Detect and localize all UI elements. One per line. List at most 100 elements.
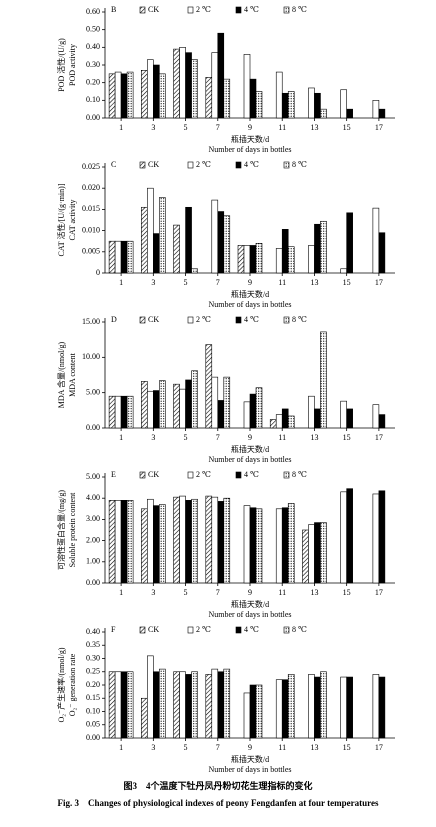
bar <box>372 207 380 274</box>
legend-label: 2 ℃ <box>196 160 211 169</box>
bar <box>237 245 245 274</box>
bar <box>320 108 327 119</box>
legend-label: 2 ℃ <box>196 315 211 324</box>
bar <box>141 70 148 119</box>
y-tick-label: 0.25 <box>86 667 100 676</box>
bar <box>159 668 166 739</box>
x-tick-label: 13 <box>310 278 318 287</box>
bar <box>191 59 198 119</box>
bar <box>191 268 198 274</box>
bar <box>378 414 386 429</box>
x-tick-label: 17 <box>375 588 383 597</box>
bar <box>153 505 160 584</box>
bar <box>308 87 315 119</box>
bar <box>255 508 263 584</box>
bar <box>314 522 321 584</box>
bar <box>205 344 213 429</box>
bar <box>191 671 198 739</box>
bar <box>179 495 186 584</box>
y-tick-label: 0.005 <box>82 247 100 256</box>
x-tick-label: 9 <box>248 743 252 752</box>
bar <box>153 233 160 274</box>
legend-swatch <box>235 316 242 324</box>
y-title-en: Soluble protein content <box>68 492 77 567</box>
x-tick-label: 7 <box>216 123 220 132</box>
x-tick-label: 15 <box>343 433 351 442</box>
y-tick-label: 0.20 <box>86 77 100 86</box>
caption-zh: 图3 4个温度下牡丹凤丹粉切花生理指标的变化 <box>123 780 312 791</box>
panel-label: D <box>111 315 117 324</box>
bar <box>185 206 192 274</box>
bar <box>211 52 219 119</box>
bar <box>281 408 289 429</box>
bar <box>211 376 219 429</box>
legend-label: 8 ℃ <box>292 5 307 14</box>
legend-swatch <box>283 316 290 324</box>
y-tick-label: 0.020 <box>82 183 100 192</box>
x-tick-label: 5 <box>184 278 188 287</box>
bar <box>314 223 321 274</box>
bar <box>243 692 251 739</box>
legend-label: 4 ℃ <box>244 160 259 169</box>
x-tick-label: 15 <box>343 743 351 752</box>
bar <box>243 54 251 119</box>
bar <box>120 395 128 429</box>
x-tick-label: 5 <box>184 588 188 597</box>
bar <box>378 232 386 274</box>
bar <box>223 497 231 584</box>
bar <box>346 488 353 584</box>
bar <box>153 64 160 119</box>
x-title-zh: 瓶插天数/d <box>231 599 269 609</box>
legend-label: 2 ℃ <box>196 5 211 14</box>
y-tick-label: 0.00 <box>86 578 100 587</box>
caption-en: Fig. 3 Changes of physiological indexes … <box>58 798 379 808</box>
x-tick-label: 1 <box>119 123 123 132</box>
bar <box>378 108 386 119</box>
bar <box>275 248 283 274</box>
bar <box>126 500 134 584</box>
bar <box>147 498 154 584</box>
bar <box>173 383 180 429</box>
x-title-en: Number of days in bottles <box>208 765 291 774</box>
bar <box>120 671 128 739</box>
legend-label: 8 ℃ <box>292 625 307 634</box>
x-tick-label: 11 <box>278 123 286 132</box>
x-tick-label: 7 <box>216 588 220 597</box>
bar <box>108 395 116 429</box>
bar <box>249 393 257 429</box>
bar <box>114 71 122 119</box>
legend-swatch <box>139 6 146 14</box>
y-title-zh: POD 活性/(U/g) <box>56 38 66 92</box>
y-tick-label: 0 <box>96 268 100 277</box>
bar <box>108 671 116 739</box>
bar <box>173 48 180 119</box>
bar <box>147 59 154 119</box>
x-tick-label: 1 <box>119 433 123 442</box>
x-tick-label: 11 <box>278 278 286 287</box>
x-tick-label: 7 <box>216 433 220 442</box>
legend-swatch <box>283 6 290 14</box>
bar <box>223 78 231 119</box>
bar <box>114 240 122 274</box>
legend-label: CK <box>148 470 159 479</box>
legend-label: 8 ℃ <box>292 160 307 169</box>
legend-swatch <box>139 161 146 169</box>
panel-label: E <box>111 470 116 479</box>
x-tick-label: 3 <box>151 278 155 287</box>
x-tick-label: 5 <box>184 123 188 132</box>
bar <box>159 73 166 119</box>
legend-swatch <box>187 161 194 169</box>
x-tick-label: 9 <box>248 433 252 442</box>
bar <box>320 220 327 274</box>
x-tick-label: 17 <box>375 433 383 442</box>
bar <box>173 224 180 274</box>
bar <box>314 676 321 739</box>
bar <box>308 674 315 739</box>
bar <box>223 376 231 429</box>
x-tick-label: 3 <box>151 588 155 597</box>
y-title-zh: 可溶性蛋白含量/(mg/g) <box>56 490 66 570</box>
bar <box>185 52 192 119</box>
x-tick-label: 13 <box>310 743 318 752</box>
x-tick-label: 17 <box>375 278 383 287</box>
bar <box>346 212 353 274</box>
